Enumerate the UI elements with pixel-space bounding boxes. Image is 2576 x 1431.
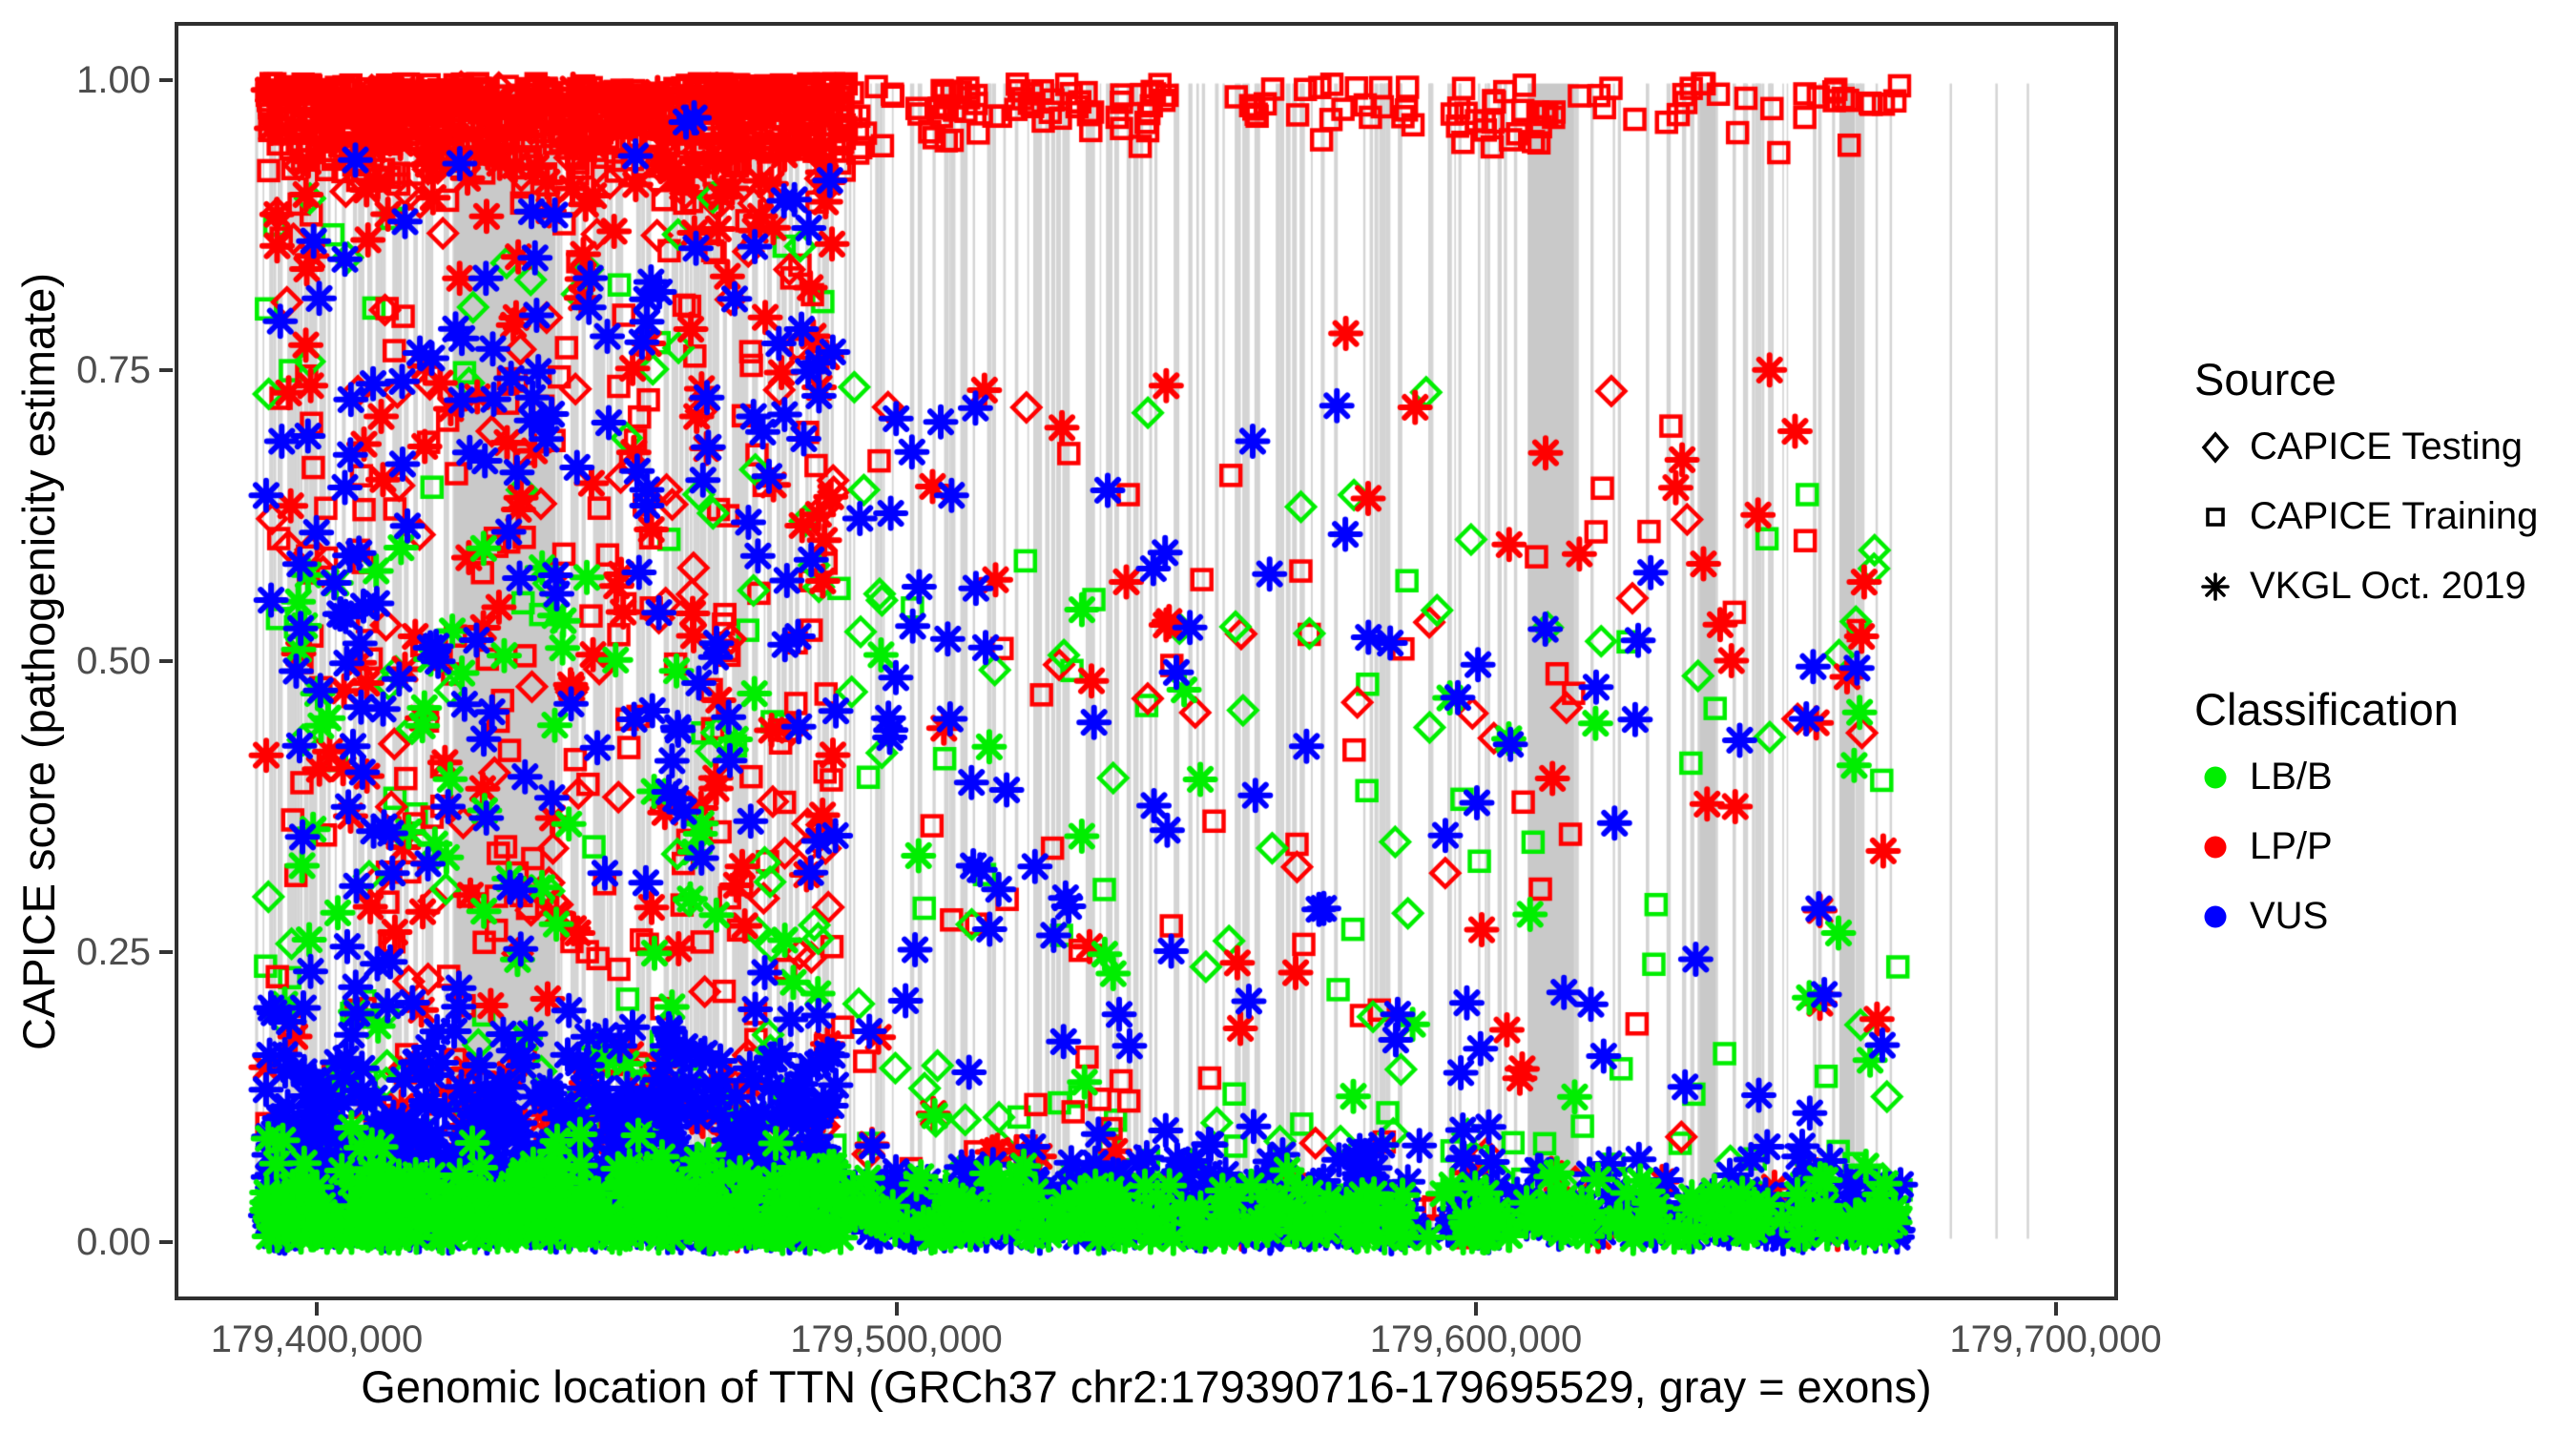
legend-item-label: CAPICE Training xyxy=(2250,495,2539,537)
legend: Source CAPICE Testing CAPICE Training xyxy=(2194,355,2557,951)
y-tick-mark xyxy=(159,1240,173,1245)
x-axis-title: Genomic location of TTN (GRCh37 chr2:179… xyxy=(361,1361,1932,1412)
legend-item-capice-training: CAPICE Training xyxy=(2194,482,2557,551)
x-tick-label: 179,500,000 xyxy=(790,1318,1003,1360)
legend-item-label: LP/P xyxy=(2250,825,2333,867)
blue-dot-icon xyxy=(2204,905,2227,927)
legend-item-label: VKGL Oct. 2019 xyxy=(2250,565,2526,607)
x-tick-label: 179,700,000 xyxy=(1949,1318,2162,1360)
y-tick-label: 0.50 xyxy=(76,640,151,682)
y-tick-mark xyxy=(159,368,173,373)
scatter-canvas xyxy=(178,26,2114,1296)
x-tick-label: 179,400,000 xyxy=(210,1318,424,1360)
legend-item-label: VUS xyxy=(2250,895,2329,937)
x-tick-mark xyxy=(2053,1302,2058,1316)
y-tick-mark xyxy=(159,77,173,82)
x-tick-mark xyxy=(1474,1302,1479,1316)
legend-item-capice-testing: CAPICE Testing xyxy=(2194,412,2557,482)
plot-panel xyxy=(175,22,2118,1300)
diamond-icon xyxy=(2201,430,2230,464)
x-tick-mark xyxy=(894,1302,899,1316)
y-tick-label: 0.75 xyxy=(76,349,151,392)
legend-classification-title: Classification xyxy=(2194,684,2459,735)
green-dot-icon xyxy=(2204,766,2227,788)
red-dot-icon xyxy=(2204,836,2227,858)
y-tick-label: 0.00 xyxy=(76,1221,151,1264)
legend-item-label: LB/B xyxy=(2250,756,2333,798)
y-tick-label: 1.00 xyxy=(76,58,151,101)
asterisk-icon xyxy=(2201,571,2230,601)
legend-item-vkgl: VKGL Oct. 2019 xyxy=(2194,551,2557,621)
y-tick-mark xyxy=(159,949,173,954)
x-tick-mark xyxy=(314,1302,319,1316)
y-tick-label: 0.25 xyxy=(76,930,151,973)
legend-item-lpp: LP/P xyxy=(2194,812,2557,881)
x-tick-label: 179,600,000 xyxy=(1369,1318,1583,1360)
y-tick-mark xyxy=(159,659,173,663)
legend-item-label: CAPICE Testing xyxy=(2250,425,2524,467)
legend-item-lbb: LB/B xyxy=(2194,742,2557,812)
legend-source-title: Source xyxy=(2194,354,2337,404)
square-icon xyxy=(2206,507,2225,527)
legend-item-vus: VUS xyxy=(2194,881,2557,951)
